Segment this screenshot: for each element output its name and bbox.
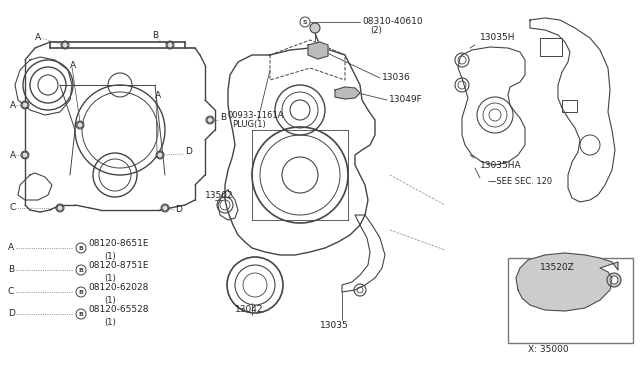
Circle shape: [76, 309, 86, 319]
Text: 13520Z: 13520Z: [540, 263, 575, 273]
Circle shape: [22, 102, 28, 108]
Text: (1): (1): [104, 253, 116, 262]
Text: 08120-8751E: 08120-8751E: [88, 262, 148, 270]
Circle shape: [207, 117, 213, 123]
Text: B: B: [79, 289, 83, 295]
Text: 08120-62028: 08120-62028: [88, 283, 148, 292]
Bar: [540, 38, 562, 56]
Text: 13035HA: 13035HA: [480, 160, 522, 170]
Text: C: C: [8, 288, 14, 296]
Text: C: C: [10, 203, 16, 212]
Text: 00933-1161A: 00933-1161A: [228, 110, 284, 119]
Text: 13502: 13502: [205, 190, 234, 199]
Bar: [508, 258, 633, 343]
Text: B: B: [79, 267, 83, 273]
Text: A: A: [10, 151, 16, 160]
Circle shape: [76, 287, 86, 297]
Circle shape: [167, 42, 173, 48]
Text: A: A: [8, 244, 14, 253]
Circle shape: [57, 205, 63, 211]
Text: 13042: 13042: [235, 305, 264, 314]
Text: A: A: [35, 33, 41, 42]
Circle shape: [22, 152, 28, 158]
Circle shape: [76, 243, 86, 253]
Text: B: B: [220, 113, 226, 122]
Text: 13035: 13035: [320, 321, 349, 330]
Text: PLUG(1): PLUG(1): [232, 121, 266, 129]
Text: X: 35000: X: 35000: [528, 346, 568, 355]
Text: 13049F: 13049F: [389, 96, 423, 105]
Text: D: D: [185, 148, 192, 157]
Text: B: B: [79, 246, 83, 250]
Circle shape: [157, 152, 163, 158]
Text: —SEE SEC. 120: —SEE SEC. 120: [488, 177, 552, 186]
Circle shape: [77, 122, 83, 128]
Text: D: D: [175, 205, 182, 215]
Circle shape: [62, 42, 68, 48]
Text: 13036: 13036: [382, 73, 411, 81]
Circle shape: [310, 23, 320, 33]
Text: A: A: [70, 61, 76, 70]
Text: S: S: [303, 19, 307, 25]
Text: D: D: [8, 310, 15, 318]
Circle shape: [300, 17, 310, 27]
Text: A: A: [10, 100, 16, 109]
Text: A: A: [155, 90, 161, 99]
Text: (2): (2): [370, 26, 381, 35]
Text: 08120-65528: 08120-65528: [88, 305, 148, 314]
Text: (1): (1): [104, 275, 116, 283]
Text: B: B: [8, 266, 14, 275]
Bar: [562, 100, 577, 112]
Text: (1): (1): [104, 296, 116, 305]
Circle shape: [76, 265, 86, 275]
Circle shape: [610, 276, 618, 284]
Polygon shape: [335, 87, 360, 99]
Text: (1): (1): [104, 318, 116, 327]
Text: B: B: [79, 311, 83, 317]
Text: B: B: [152, 31, 158, 39]
Polygon shape: [516, 253, 618, 311]
Text: 08310-40610: 08310-40610: [362, 17, 422, 26]
Circle shape: [162, 205, 168, 211]
Polygon shape: [308, 42, 328, 59]
Text: 13035H: 13035H: [480, 33, 515, 42]
Circle shape: [607, 273, 621, 287]
Text: 08120-8651E: 08120-8651E: [88, 240, 148, 248]
